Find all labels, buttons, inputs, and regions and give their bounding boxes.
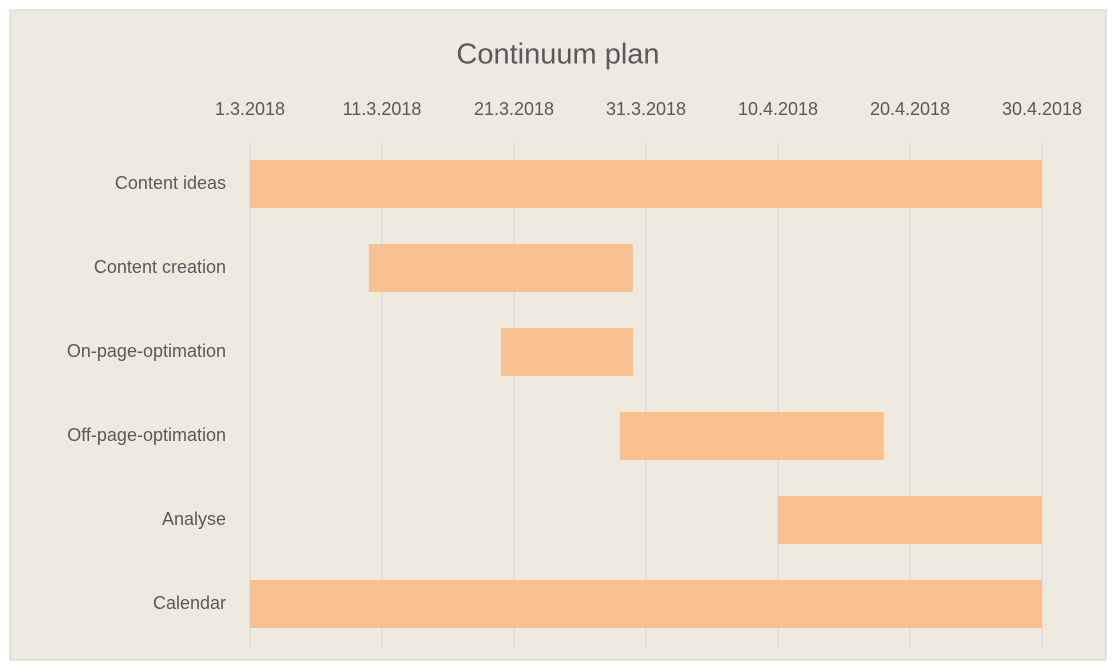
- y-tick-label: Analyse: [162, 509, 226, 529]
- x-tick-label: 21.3.2018: [474, 99, 554, 119]
- y-tick-label: Content ideas: [115, 173, 226, 193]
- x-tick-label: 11.3.2018: [343, 99, 422, 119]
- bar: [250, 160, 1042, 208]
- bar: [368, 244, 633, 292]
- y-tick-label: Content creation: [94, 257, 226, 277]
- chart-title: Continuum plan: [456, 39, 659, 71]
- y-tick-label: Calendar: [153, 593, 226, 613]
- x-tick-label: 10.4.2018: [738, 99, 818, 119]
- y-tick-label: On-page-optimation: [67, 341, 226, 361]
- x-tick-label: 30.4.2018: [1002, 99, 1082, 119]
- bar: [500, 328, 633, 376]
- bar: [250, 580, 1042, 628]
- x-tick-label: 31.3.2018: [606, 99, 686, 119]
- x-tick-label: 1.3.2018: [215, 99, 285, 119]
- bar: [778, 496, 1042, 544]
- x-tick-label: 20.4.2018: [870, 99, 950, 119]
- y-tick-label: Off-page-optimation: [67, 425, 226, 445]
- bar: [619, 412, 884, 460]
